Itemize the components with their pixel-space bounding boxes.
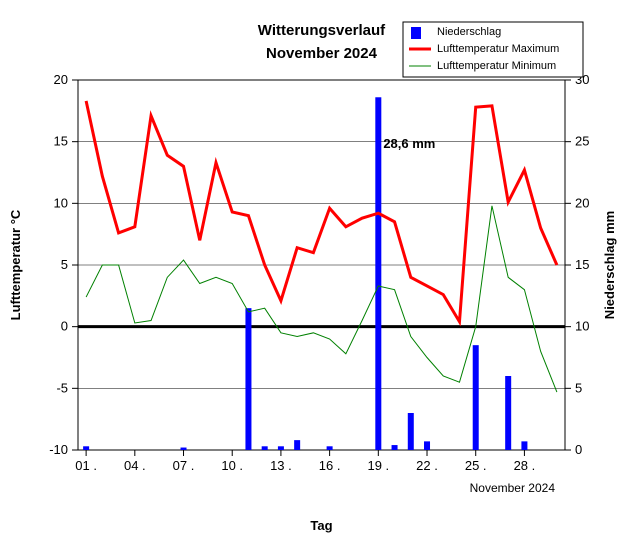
precipitation-bar bbox=[181, 448, 187, 450]
x-tick-label: 04 . bbox=[124, 458, 146, 473]
precipitation-bar bbox=[327, 446, 333, 450]
precipitation-bar bbox=[278, 446, 284, 450]
x-sub-label: November 2024 bbox=[470, 481, 556, 495]
x-tick-label: 28 . bbox=[514, 458, 536, 473]
y-right-tick-label: 0 bbox=[575, 442, 582, 457]
precipitation-bar bbox=[392, 445, 398, 450]
precipitation-bar bbox=[424, 441, 430, 450]
chart-title-2: November 2024 bbox=[266, 45, 378, 62]
x-tick-label: 16 . bbox=[319, 458, 341, 473]
y-right-tick-label: 25 bbox=[575, 134, 589, 149]
legend-label: Niederschlag bbox=[437, 26, 501, 38]
y-right-tick-label: 5 bbox=[575, 380, 582, 395]
y-left-axis-label: Lufttemperatur °C bbox=[8, 209, 23, 320]
tmax-line bbox=[86, 101, 557, 322]
legend-label: Lufttemperatur Minimum bbox=[437, 60, 556, 72]
x-tick-label: 10 . bbox=[221, 458, 243, 473]
legend-label: Lufttemperatur Maximum bbox=[437, 43, 559, 55]
y-left-tick-label: -5 bbox=[56, 380, 68, 395]
precipitation-bar bbox=[505, 376, 511, 450]
y-left-tick-label: 0 bbox=[61, 319, 68, 334]
precipitation-bar bbox=[83, 446, 89, 450]
y-right-tick-label: 15 bbox=[575, 257, 589, 272]
precipitation-bar bbox=[294, 440, 300, 450]
precipitation-bar bbox=[262, 446, 268, 450]
y-left-tick-label: -10 bbox=[49, 442, 68, 457]
legend-swatch-bar bbox=[411, 27, 421, 39]
chart-title-1: Witterungsverlauf bbox=[258, 22, 386, 39]
precipitation-bar bbox=[245, 308, 251, 450]
x-tick-label: 13 . bbox=[270, 458, 292, 473]
y-left-tick-label: 5 bbox=[61, 257, 68, 272]
x-tick-label: 25 . bbox=[465, 458, 487, 473]
precipitation-bar bbox=[375, 97, 381, 450]
chart-svg: 01 . 04 . 07 . 10 . 13 . 16 . 19 . 22 . 25 . 28 .… bbox=[0, 0, 632, 541]
precipitation-bar bbox=[521, 441, 527, 450]
x-tick-label: 22 . bbox=[416, 458, 438, 473]
y-left-tick-label: 10 bbox=[54, 195, 68, 210]
x-tick-label: 01 . bbox=[75, 458, 97, 473]
y-left-tick-label: 20 bbox=[54, 72, 68, 87]
y-left-tick-label: 15 bbox=[54, 134, 68, 149]
x-axis-label: Tag bbox=[310, 518, 332, 533]
y-right-tick-label: 20 bbox=[575, 195, 589, 210]
precipitation-bar bbox=[473, 345, 479, 450]
y-right-axis-label: Niederschlag mm bbox=[602, 211, 617, 319]
x-tick-label: 07 . bbox=[173, 458, 195, 473]
weather-chart: 01 . 04 . 07 . 10 . 13 . 16 . 19 . 22 . 25 . 28 .… bbox=[0, 0, 632, 541]
annotation-label: 28,6 mm bbox=[383, 136, 435, 151]
y-right-tick-label: 10 bbox=[575, 319, 589, 334]
precipitation-bar bbox=[408, 413, 414, 450]
x-tick-label: 19 . bbox=[367, 458, 389, 473]
